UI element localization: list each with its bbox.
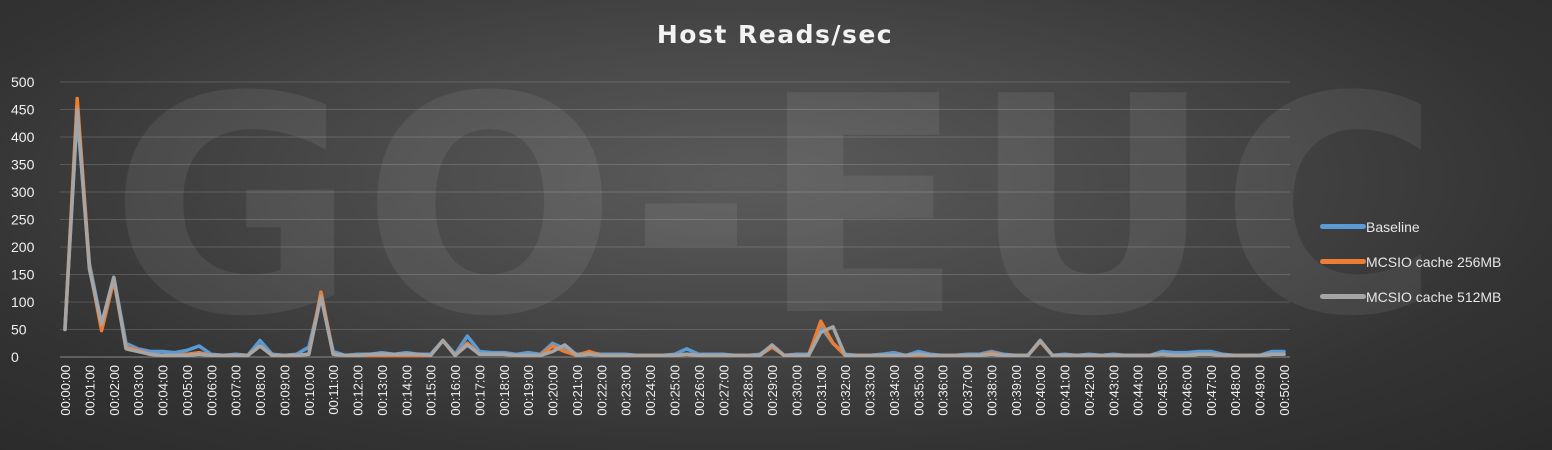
y-tick-450: 450	[11, 102, 35, 118]
x-tick-13: 00:13:00	[375, 365, 390, 416]
x-tick-46: 00:46:00	[1179, 365, 1194, 416]
x-tick-25: 00:25:00	[668, 365, 683, 416]
x-tick-7: 00:07:00	[229, 365, 244, 416]
x-tick-8: 00:08:00	[253, 365, 268, 416]
x-tick-18: 00:18:00	[497, 365, 512, 416]
y-tick-100: 100	[11, 294, 35, 310]
x-tick-43: 00:43:00	[1106, 365, 1121, 416]
x-tick-35: 00:35:00	[911, 365, 926, 416]
legend-swatch-mcsio-256	[1320, 259, 1366, 264]
x-tick-21: 00:21:00	[570, 365, 585, 416]
x-tick-15: 00:15:00	[424, 365, 439, 416]
x-tick-31: 00:31:00	[814, 365, 829, 416]
x-tick-49: 00:49:00	[1253, 365, 1268, 416]
legend-label-mcsio-512: MCSIO cache 512MB	[1366, 288, 1502, 305]
x-tick-32: 00:32:00	[838, 365, 853, 416]
x-tick-16: 00:16:00	[448, 365, 463, 416]
x-tick-48: 00:48:00	[1228, 365, 1243, 416]
x-tick-50: 00:50:00	[1277, 365, 1292, 416]
gridlines	[60, 81, 1290, 358]
x-tick-10: 00:10:00	[302, 365, 317, 416]
y-tick-300: 300	[11, 184, 35, 200]
chart-title: Host Reads/sec	[656, 20, 894, 49]
x-tick-47: 00:47:00	[1204, 365, 1219, 416]
x-tick-29: 00:29:00	[765, 365, 780, 416]
x-tick-12: 00:12:00	[351, 365, 366, 416]
x-tick-42: 00:42:00	[1082, 365, 1097, 416]
x-tick-14: 00:14:00	[399, 365, 414, 416]
x-tick-19: 00:19:00	[521, 365, 536, 416]
legend-item-mcsio-512[interactable]: MCSIO cache 512MB	[1320, 279, 1501, 314]
y-tick-350: 350	[11, 157, 35, 173]
y-tick-200: 200	[11, 239, 35, 255]
legend-label-mcsio-256: MCSIO cache 256MB	[1366, 253, 1502, 270]
y-tick-150: 150	[11, 267, 35, 283]
x-tick-24: 00:24:00	[643, 365, 658, 416]
x-tick-28: 00:28:00	[741, 365, 756, 416]
x-tick-22: 00:22:00	[594, 365, 609, 416]
x-tick-9: 00:09:00	[277, 365, 292, 416]
y-tick-50: 50	[11, 322, 27, 338]
x-tick-38: 00:38:00	[984, 365, 999, 416]
x-tick-33: 00:33:00	[863, 365, 878, 416]
x-tick-30: 00:30:00	[789, 365, 804, 416]
legend-item-mcsio-256[interactable]: MCSIO cache 256MB	[1320, 244, 1501, 279]
series-line-2	[63, 107, 1286, 358]
series-line-0	[63, 113, 1286, 358]
y-axis: 0 50 100 150 200 250 300 350 400 450 500	[11, 74, 35, 365]
x-tick-34: 00:34:00	[887, 365, 902, 416]
x-tick-0: 00:00:00	[58, 365, 73, 416]
x-tick-45: 00:45:00	[1155, 365, 1170, 416]
legend-swatch-mcsio-512	[1320, 294, 1366, 299]
legend-item-baseline[interactable]: Baseline	[1320, 209, 1501, 244]
x-axis: 00:00:00 00:01:00 00:02:00 00:03:00 00:04:00…	[58, 365, 1292, 416]
x-tick-17: 00:17:00	[472, 365, 487, 416]
x-tick-6: 00:06:00	[204, 365, 219, 416]
x-tick-11: 00:11:00	[326, 365, 341, 415]
x-tick-37: 00:37:00	[960, 365, 975, 416]
x-tick-2: 00:02:00	[107, 365, 122, 416]
x-tick-3: 00:03:00	[131, 365, 146, 416]
x-tick-5: 00:05:00	[180, 365, 195, 416]
x-tick-41: 00:41:00	[1058, 365, 1073, 416]
x-tick-23: 00:23:00	[619, 365, 634, 416]
x-tick-4: 00:04:00	[156, 365, 171, 416]
legend-swatch-baseline	[1320, 224, 1366, 229]
y-tick-400: 400	[11, 129, 35, 145]
x-tick-36: 00:36:00	[936, 365, 951, 416]
x-tick-20: 00:20:00	[546, 365, 561, 416]
legend: Baseline MCSIO cache 256MB MCSIO cache 5…	[1320, 209, 1501, 314]
x-tick-40: 00:40:00	[1033, 365, 1048, 416]
y-tick-500: 500	[11, 74, 35, 90]
x-tick-26: 00:26:00	[692, 365, 707, 416]
y-tick-250: 250	[11, 212, 35, 228]
series-lines	[63, 96, 1286, 358]
x-tick-44: 00:44:00	[1131, 365, 1146, 416]
y-tick-0: 0	[11, 349, 19, 365]
x-tick-39: 00:39:00	[1009, 365, 1024, 416]
x-tick-1: 00:01:00	[82, 365, 97, 416]
legend-label-baseline: Baseline	[1366, 218, 1420, 235]
x-tick-27: 00:27:00	[716, 365, 731, 416]
